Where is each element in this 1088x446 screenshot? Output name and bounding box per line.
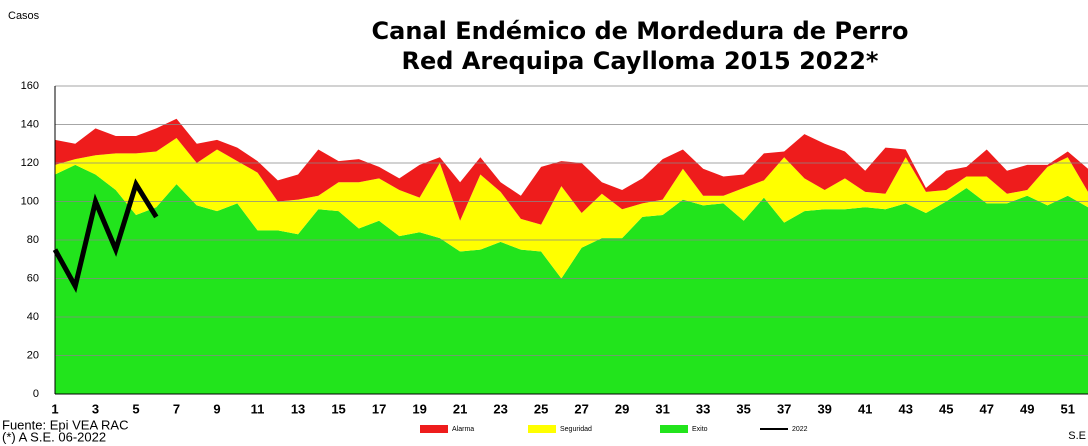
legend-label: 2022	[792, 426, 808, 433]
legend: Alarma Seguridad Exito 2022	[420, 425, 808, 433]
footnote: (*) A S.E. 06-2022	[2, 429, 106, 444]
x-tick-label: 7	[173, 401, 180, 416]
x-tick-label: 37	[777, 401, 791, 416]
line	[52, 178, 159, 294]
x-tick-label: 41	[858, 401, 872, 416]
x-tick-label: 25	[534, 401, 548, 416]
legend-swatch	[660, 425, 688, 433]
legend-label: Alarma	[452, 426, 474, 433]
x-tick-label: 49	[1020, 401, 1034, 416]
x-tick-label: 19	[412, 401, 426, 416]
y-tick-label: 160	[21, 80, 39, 92]
y-tick-label: 80	[27, 234, 39, 246]
x-tick-label: 9	[213, 401, 220, 416]
legend-label: Seguridad	[560, 426, 592, 433]
x-tick-label: 31	[655, 401, 669, 416]
x-tick-label: 15	[331, 401, 345, 416]
x-tick-label: 35	[736, 401, 750, 416]
y-axis-label: Casos	[8, 10, 40, 22]
plot	[52, 85, 1088, 395]
y-tick-label: 40	[27, 311, 39, 323]
y-tick-label: 140	[21, 118, 39, 130]
x-tick-label: 33	[696, 401, 710, 416]
x-tick-label: 5	[132, 401, 139, 416]
x-axis-label: S.E	[1068, 430, 1086, 442]
x-tick-label: 3	[92, 401, 99, 416]
x-tick-label: 23	[493, 401, 507, 416]
area	[55, 164, 1088, 394]
area	[55, 118, 1088, 225]
y-tick-label: 100	[21, 195, 39, 207]
x-tick-label: 17	[372, 401, 386, 416]
x-tick-label: 21	[453, 401, 467, 416]
chart-subtitle: Red Arequipa Caylloma 2015 2022*	[402, 47, 879, 75]
legend-label: Exito	[692, 426, 708, 433]
y-tick-label: 120	[21, 157, 39, 169]
x-tick-label: 11	[251, 401, 265, 416]
y-tick-label: 0	[33, 388, 39, 400]
y-tick-label: 60	[27, 272, 39, 284]
legend-swatch	[420, 425, 448, 433]
x-tick-label: 43	[898, 401, 912, 416]
x-tick-label: 47	[979, 401, 993, 416]
x-tick-label: 13	[291, 401, 305, 416]
x-tick-label: 51	[1061, 401, 1075, 416]
x-tick-label: 29	[615, 401, 629, 416]
source: Fuente: Epi VEA RAC	[2, 417, 128, 432]
y-tick-label: 20	[27, 349, 39, 361]
x-tick-label: 27	[574, 401, 588, 416]
x-tick-label: 1	[51, 401, 58, 416]
area	[55, 137, 1088, 279]
x-tick-label: 45	[939, 401, 953, 416]
x-tick-label: 39	[817, 401, 831, 416]
legend-swatch	[528, 425, 556, 433]
chart-title: Canal Endémico de Mordedura de Perro	[372, 17, 909, 45]
